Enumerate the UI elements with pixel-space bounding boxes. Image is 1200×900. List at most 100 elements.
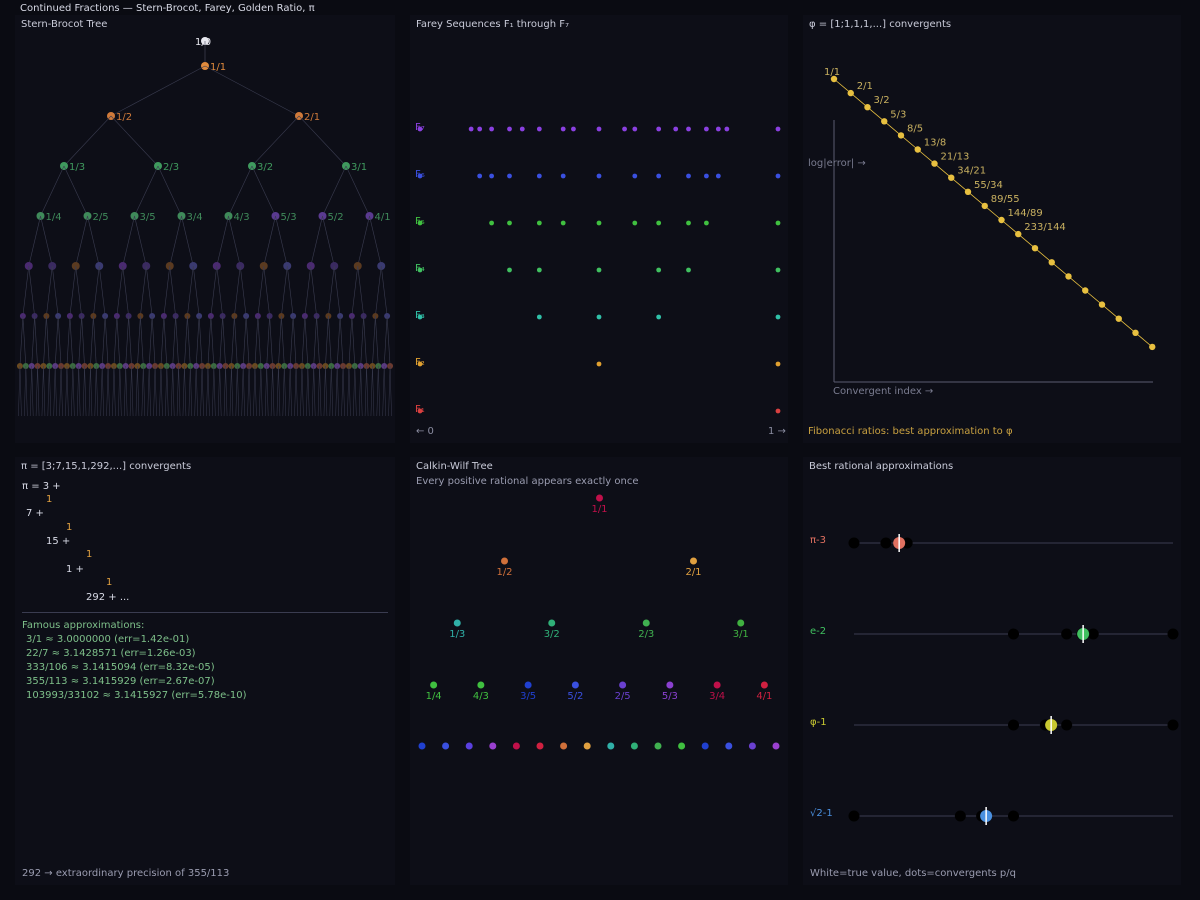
farey-point <box>489 220 494 226</box>
sb-edge <box>41 365 44 417</box>
sb-edge <box>281 315 285 367</box>
cw-node-label: 2/3 <box>638 629 654 640</box>
sb-edge <box>90 315 94 367</box>
sb-edge <box>96 365 99 417</box>
farey-point <box>536 267 542 273</box>
farey-point <box>724 126 730 132</box>
sb-edge <box>66 365 69 417</box>
sb-edge <box>325 365 328 417</box>
sb-edge <box>22 265 30 317</box>
sb-edge <box>143 365 146 417</box>
golden-point-label: 13/8 <box>924 138 946 149</box>
sb-edge <box>37 365 40 417</box>
cw-node-label: 3/2 <box>544 629 560 640</box>
sb-edge <box>22 315 27 367</box>
cw-node <box>430 681 438 689</box>
golden-point <box>864 104 871 111</box>
sb-edge <box>25 365 28 417</box>
sb-edge <box>222 315 226 367</box>
sb-edge <box>263 265 270 317</box>
farey-point <box>417 408 423 414</box>
sb-edge <box>53 365 56 417</box>
golden-point <box>1065 273 1072 280</box>
cw-leaf-node <box>583 742 591 750</box>
golden-point-label: 21/13 <box>941 152 970 163</box>
sb-edge <box>187 265 194 317</box>
farey-point <box>596 314 602 320</box>
sb-edge <box>237 365 240 417</box>
sb-node-label: 2/3 <box>163 162 179 173</box>
sb-edge <box>254 315 259 367</box>
sb-edge <box>278 315 282 367</box>
sb-edge <box>182 365 185 417</box>
sb-edge <box>310 265 317 317</box>
sb-edge <box>288 365 291 417</box>
sb-edge <box>275 215 288 267</box>
sb-edge <box>231 315 235 367</box>
golden-point <box>1031 245 1039 252</box>
sb-edge <box>219 315 223 367</box>
farey-point <box>656 173 662 179</box>
farey-point <box>656 220 662 226</box>
sb-edge <box>363 315 367 367</box>
golden-point <box>1048 259 1055 266</box>
sb-edge <box>84 365 87 417</box>
sb-edge <box>140 315 144 367</box>
br-convergent-dot <box>1008 628 1019 640</box>
sb-edge <box>342 365 345 417</box>
farey-point <box>507 267 512 273</box>
farey-point <box>775 173 781 179</box>
sb-edge <box>88 365 91 417</box>
br-convergent-dot <box>1008 719 1019 731</box>
stern-brocot-chart: 1/0 1/1 1/2 2/1 1/3 2/3 3/2 3/1 1/4 2/5 3/5 3/4 4/3 5… <box>16 37 394 417</box>
farey-point <box>571 126 576 132</box>
sb-edge <box>28 215 41 267</box>
farey-axis-end: 1 → <box>768 426 786 437</box>
br-row-label: π-3 <box>810 535 826 546</box>
sb-edge <box>134 215 147 267</box>
golden-point <box>998 216 1005 224</box>
farey-point <box>686 267 691 273</box>
br-convergent-dot <box>1087 628 1099 640</box>
farey-point <box>417 173 423 179</box>
sb-edge <box>35 365 38 417</box>
sb-edge <box>372 365 375 417</box>
sb-edge <box>194 365 197 417</box>
golden-point-label: 144/89 <box>1008 208 1043 219</box>
sb-edge <box>54 315 59 367</box>
sb-edge <box>336 365 339 417</box>
cw-node <box>453 619 461 627</box>
br-convergent-dot <box>1167 719 1179 731</box>
cf-line-5: 1 <box>86 549 93 560</box>
cw-leaf-node <box>536 742 544 750</box>
farey-point <box>715 173 721 179</box>
sb-edge <box>106 365 109 417</box>
sb-edge <box>169 215 182 267</box>
sb-edge <box>300 365 303 417</box>
golden-point <box>1149 343 1156 351</box>
golden-point <box>897 132 905 139</box>
sb-edge <box>63 165 88 217</box>
sb-edge <box>358 365 361 417</box>
golden-ylabel: log|error| → <box>808 158 866 169</box>
pi-title: π = [3;7,15,1,292,...] convergents <box>21 461 192 472</box>
famous-item: 3/1 ≈ 3.0000000 (err=1.42e-01) <box>26 634 190 645</box>
sb-edge <box>289 365 292 417</box>
sb-edge <box>348 365 351 417</box>
sb-edge <box>172 315 176 367</box>
sb-edge <box>198 315 203 367</box>
sb-node-label: 3/2 <box>257 162 273 173</box>
sb-edge <box>383 365 386 417</box>
br-convergent-dot <box>1167 628 1179 640</box>
sb-edge <box>234 315 238 367</box>
sb-edge <box>333 265 341 317</box>
sb-edge <box>57 315 62 367</box>
cw-node <box>666 681 674 689</box>
golden-point <box>1115 315 1122 322</box>
sb-edge <box>247 365 250 417</box>
golden-error-line <box>833 78 1153 348</box>
farey-point <box>560 220 566 226</box>
sb-edge <box>357 265 364 317</box>
sb-edge <box>137 365 140 417</box>
sb-edge <box>59 365 62 417</box>
